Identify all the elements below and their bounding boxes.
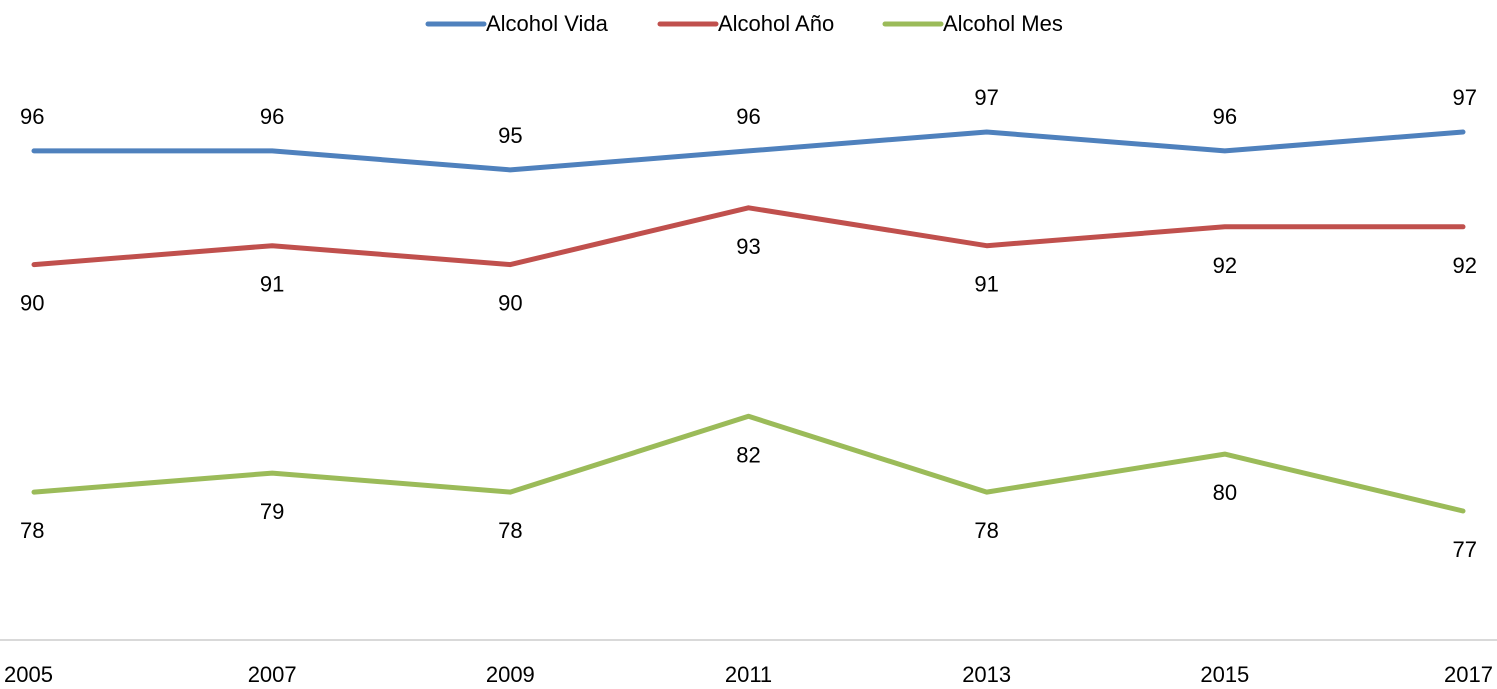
legend-item-alcohol-vida: Alcohol Vida — [425, 11, 609, 36]
data-label-alcohol-mes-2011: 82 — [736, 442, 760, 467]
data-label-alcohol-vida-2017: 97 — [1453, 85, 1477, 110]
data-label-alcohol-vida-2005: 96 — [20, 104, 44, 129]
data-label-alcohol-mes-2015: 80 — [1213, 480, 1237, 505]
data-label-alcohol-a-o-2005: 90 — [20, 291, 44, 316]
data-label-alcohol-a-o-2009: 90 — [498, 291, 522, 316]
data-label-alcohol-a-o-2007: 91 — [260, 272, 284, 297]
data-label-alcohol-a-o-2013: 91 — [974, 272, 998, 297]
data-labels-layer: 96 96 95 96 97 96 97 90 91 90 93 91 92 92 78 79 78 82 78 80… — [20, 85, 1477, 562]
legend-label-alcohol-mes: Alcohol Mes — [943, 11, 1063, 36]
chart-legend: Alcohol Vida Alcohol Año Alcohol Mes — [425, 11, 1063, 36]
x-tick-label-2009: 2009 — [486, 662, 535, 687]
data-label-alcohol-vida-2011: 96 — [736, 104, 760, 129]
x-tick-label-2017: 2017 — [1444, 662, 1493, 687]
legend-item-alcohol-a-o: Alcohol Año — [657, 11, 834, 36]
data-label-alcohol-mes-2009: 78 — [498, 518, 522, 543]
legend-item-alcohol-mes: Alcohol Mes — [882, 11, 1063, 36]
data-label-alcohol-mes-2007: 79 — [260, 499, 284, 524]
data-label-alcohol-a-o-2015: 92 — [1213, 253, 1237, 278]
data-label-alcohol-vida-2009: 95 — [498, 123, 522, 148]
data-label-alcohol-mes-2013: 78 — [974, 518, 998, 543]
data-label-alcohol-a-o-2011: 93 — [736, 234, 760, 259]
series-layer — [31, 129, 1466, 514]
plot-area: 96 96 95 96 97 96 97 90 91 90 93 91 92 92 78 79 78 82 78 80… — [0, 85, 1497, 641]
x-tick-label-2015: 2015 — [1200, 662, 1249, 687]
data-label-alcohol-a-o-2017: 92 — [1453, 253, 1477, 278]
x-tick-label-2007: 2007 — [248, 662, 297, 687]
legend-label-alcohol-vida: Alcohol Vida — [486, 11, 609, 36]
series-line-alcohol-vida — [31, 129, 1466, 173]
x-tick-label-2013: 2013 — [962, 662, 1011, 687]
data-label-alcohol-vida-2015: 96 — [1213, 104, 1237, 129]
legend-label-alcohol-a-o: Alcohol Año — [718, 11, 834, 36]
data-label-alcohol-mes-2005: 78 — [20, 518, 44, 543]
series-line-alcohol-mes — [31, 413, 1466, 514]
x-tick-label-2011: 2011 — [725, 662, 772, 687]
data-label-alcohol-vida-2013: 97 — [974, 85, 998, 110]
series-line-alcohol-a-o — [31, 205, 1466, 268]
data-label-alcohol-vida-2007: 96 — [260, 104, 284, 129]
x-tick-label-2005: 2005 — [4, 662, 53, 687]
data-label-alcohol-mes-2017: 77 — [1453, 537, 1477, 562]
x-axis-tick-labels: 2005 2007 2009 2011 2013 2015 2017 — [4, 662, 1493, 687]
